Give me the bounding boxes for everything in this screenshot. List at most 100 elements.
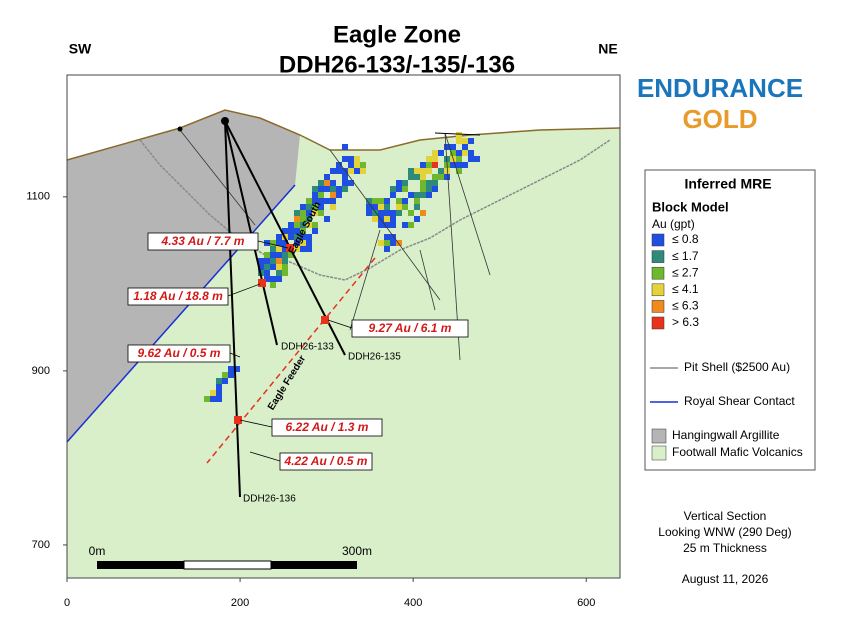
block (390, 192, 396, 198)
block (354, 156, 360, 162)
block (276, 246, 282, 252)
block (360, 168, 366, 174)
block (396, 180, 402, 186)
block (282, 246, 288, 252)
block (402, 222, 408, 228)
intercept-label: 1.18 Au / 18.8 m (133, 289, 223, 303)
block (330, 204, 336, 210)
block (312, 198, 318, 204)
block (342, 174, 348, 180)
block (378, 204, 384, 210)
intercept-label: 6.22 Au / 1.3 m (286, 420, 369, 434)
block (216, 396, 222, 402)
block (414, 174, 420, 180)
block (402, 186, 408, 192)
block (336, 168, 342, 174)
block (228, 366, 234, 372)
pit-shell (139, 139, 611, 281)
block (276, 252, 282, 258)
scale-label: 300m (342, 544, 372, 558)
block (354, 168, 360, 174)
legend-label: ≤ 1.7 (672, 249, 699, 263)
block (390, 216, 396, 222)
x-tick-label: 400 (404, 597, 422, 609)
block (336, 192, 342, 198)
hole-label: DDH26-133 (281, 342, 334, 353)
block (318, 204, 324, 210)
block (282, 258, 288, 264)
legend-label: Royal Shear Contact (684, 394, 795, 408)
block (324, 186, 330, 192)
y-tick-label: 900 (32, 365, 50, 377)
block (294, 234, 300, 240)
block (282, 240, 288, 246)
block (456, 156, 462, 162)
block (306, 216, 312, 222)
legend-swatch (651, 233, 665, 247)
block (264, 276, 270, 282)
legend-swatch (651, 250, 665, 263)
block (384, 216, 390, 222)
block (312, 204, 318, 210)
block (318, 210, 324, 216)
block (330, 180, 336, 186)
x-tick-label: 600 (577, 597, 595, 609)
block (378, 222, 384, 228)
block (270, 252, 276, 258)
block (276, 258, 282, 264)
intercept-label: 4.33 Au / 7.7 m (161, 234, 245, 248)
block (414, 192, 420, 198)
intercept-box (351, 319, 469, 338)
block (432, 156, 438, 162)
note: August 11, 2026 (682, 572, 769, 586)
scale-label: 0m (89, 544, 106, 558)
block (282, 270, 288, 276)
block (318, 192, 324, 198)
block (270, 246, 276, 252)
block (276, 264, 282, 270)
block (306, 198, 312, 204)
block (414, 198, 420, 204)
note: 25 m Thickness (683, 541, 767, 555)
block (294, 240, 300, 246)
block (204, 396, 210, 402)
block (372, 216, 378, 222)
block (312, 228, 318, 234)
block (306, 234, 312, 240)
block (288, 222, 294, 228)
block-model (204, 132, 480, 402)
block (414, 168, 420, 174)
block (432, 162, 438, 168)
block (300, 210, 306, 216)
block (282, 252, 288, 258)
block (330, 198, 336, 204)
legend-label: ≤ 6.3 (672, 299, 699, 313)
direction: NE (598, 41, 617, 57)
block (222, 372, 228, 378)
block (384, 198, 390, 204)
legend-swatch (651, 316, 665, 330)
block (396, 210, 402, 216)
block (294, 210, 300, 216)
block (330, 186, 336, 192)
title: Eagle Zone (333, 21, 461, 48)
block (420, 186, 426, 192)
block (282, 264, 288, 270)
block (276, 270, 282, 276)
y-tick-label: 700 (32, 539, 50, 551)
legend-label: ≤ 2.7 (672, 265, 699, 279)
block (270, 258, 276, 264)
block (444, 168, 450, 174)
block (270, 240, 276, 246)
block (270, 276, 276, 282)
block (324, 216, 330, 222)
block (384, 234, 390, 240)
block (324, 198, 330, 204)
block (294, 246, 300, 252)
block (426, 186, 432, 192)
intercept-label: 9.62 Au / 0.5 m (138, 346, 221, 360)
block (264, 258, 270, 264)
collar (221, 117, 229, 125)
block (474, 156, 480, 162)
